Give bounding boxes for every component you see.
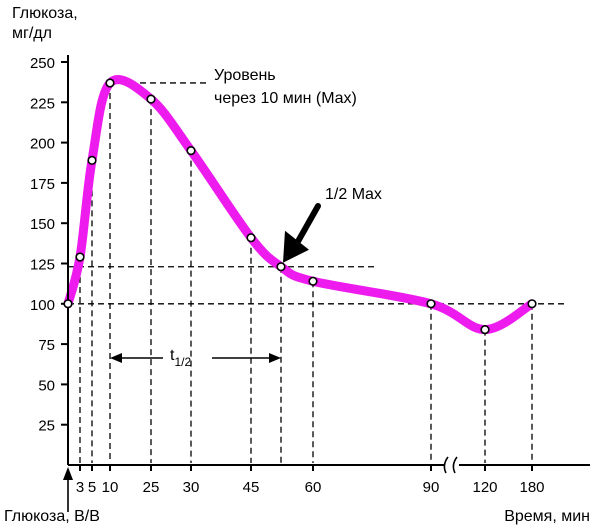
data-point xyxy=(87,155,97,165)
x-tick-label: 60 xyxy=(305,479,322,496)
y-tick-label: 75 xyxy=(38,337,55,354)
arrowhead-left xyxy=(110,353,122,363)
data-point xyxy=(105,78,115,88)
axes xyxy=(61,55,590,474)
x-tick-label: 90 xyxy=(423,479,440,496)
axis-break-mark xyxy=(452,456,458,474)
x-tick-label: 5 xyxy=(88,479,96,496)
y-tick-label: 200 xyxy=(30,136,55,153)
max-annotation-line1: Уровень xyxy=(214,67,276,84)
y-tick-label: 250 xyxy=(30,55,55,72)
data-point xyxy=(527,299,537,309)
half-life-label: t1/2 xyxy=(170,347,191,369)
data-markers xyxy=(63,78,537,335)
data-point xyxy=(75,252,85,262)
x-tick-label: 45 xyxy=(243,479,260,496)
x-tick-label: 30 xyxy=(183,479,200,496)
y-tick-label: 50 xyxy=(38,377,55,394)
half-max-annotation: 1/2 Max xyxy=(325,186,382,203)
data-point xyxy=(308,276,318,286)
arrowhead-right xyxy=(269,353,281,363)
half-max-arrow-shaft xyxy=(292,203,321,250)
injection-arrowhead xyxy=(63,467,73,480)
data-point xyxy=(276,262,286,272)
glucose-curve-line xyxy=(63,75,537,335)
text-labels: 25 50 75 100 125 150 175 200 225 250 3 5 10 25 30 45 60 9… xyxy=(4,5,590,525)
data-point xyxy=(63,299,73,309)
axis-break-mark xyxy=(443,456,449,474)
x-tick-label: 120 xyxy=(472,479,497,496)
data-point xyxy=(480,324,490,335)
data-point xyxy=(186,146,196,156)
y-tick-label: 125 xyxy=(30,257,55,274)
max-annotation-line2: через 10 мин (Max) xyxy=(214,90,357,107)
x-tick-label: 10 xyxy=(102,479,119,496)
y-tick-label: 25 xyxy=(38,418,55,435)
y-axis-label-line2: мг/дл xyxy=(12,25,52,42)
x-tick-label: 25 xyxy=(143,479,160,496)
y-tick-label: 225 xyxy=(30,95,55,112)
x-axis-label: Время, мин xyxy=(504,508,590,525)
data-point xyxy=(146,94,156,104)
x-tick-label: 180 xyxy=(519,479,544,496)
start-label: Глюкоза, В/В xyxy=(4,508,100,525)
y-tick-label: 175 xyxy=(30,176,55,193)
data-point xyxy=(246,233,256,243)
y-tick-label: 150 xyxy=(30,216,55,233)
guide-lines xyxy=(63,82,566,512)
half-max-arrowhead xyxy=(283,230,309,263)
data-point xyxy=(426,299,436,309)
y-tick-label: 100 xyxy=(30,297,55,314)
x-tick-label: 3 xyxy=(76,479,84,496)
y-axis-label-line1: Глюкоза, xyxy=(12,5,78,22)
